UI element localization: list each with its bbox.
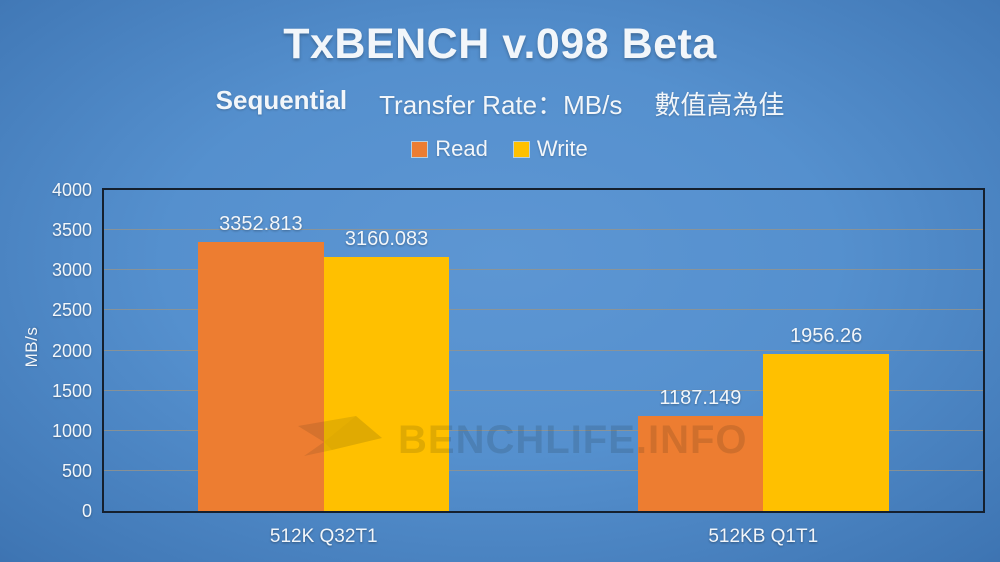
y-tick-label: 1500 [51,380,92,401]
chart-title: TxBENCH v.098 Beta [283,20,717,68]
legend-swatch-icon [512,140,530,158]
y-tick-label: 3500 [51,220,92,241]
legend-label: Write [536,136,588,161]
gridline [104,349,983,351]
y-tick-label: 2000 [51,340,92,361]
bar-read-0 [198,241,324,511]
bar-write-1 [763,354,889,511]
legend-swatch-icon [411,140,429,158]
chart-subtitle: Sequential Transfer Rate：MB/s 數值高為佳 [0,85,1000,122]
gridline [104,269,983,271]
gridline [104,309,983,311]
legend: Read Write [0,136,1000,162]
gridline [104,229,983,231]
x-axis-label: 512KB Q1T1 [708,526,819,547]
legend-item-read: Read [411,136,488,162]
subtitle-note: 數值高為佳 [654,90,785,120]
value-label: 3160.083 [344,228,429,251]
value-label: 3352.813 [219,212,303,235]
value-label: 1187.149 [659,386,742,409]
subtitle-metric: Transfer Rate：MB/s [379,90,623,120]
plot-area [102,188,985,513]
gridline [104,389,983,391]
legend-item-write: Write [512,136,588,162]
y-tick-label: 3000 [51,260,92,281]
y-tick-label: 1000 [51,420,92,441]
y-tick-label: 2500 [51,300,92,321]
gridline [104,429,983,431]
x-axis-label: 512K Q32T1 [269,526,378,547]
value-label: 1956.26 [789,325,863,347]
gridline [104,469,983,471]
y-tick-label: 500 [61,460,92,481]
bar-write-0 [323,257,450,511]
subtitle-test-type: Sequential [215,85,348,115]
y-tick-label: 4000 [51,180,92,200]
bar-read-1 [637,415,764,511]
y-tick-label: 0 [81,501,92,521]
legend-label: Read [435,136,488,161]
